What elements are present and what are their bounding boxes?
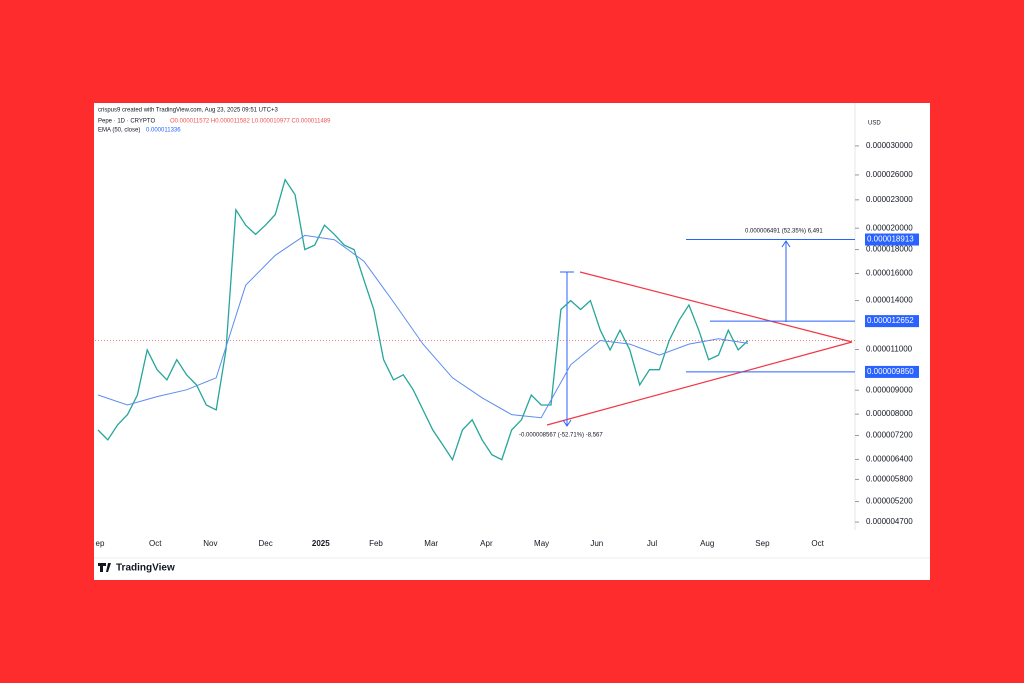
y-tick-label: 0.000018000 [866, 245, 913, 254]
y-tick-label: 0.000008000 [866, 409, 913, 418]
level-box [865, 315, 919, 328]
x-tick-label: Dec [258, 539, 272, 548]
annotation: -0.000008567 (-52.71%) -8,567 [519, 433, 603, 439]
brand: TradingView [116, 563, 175, 574]
x-tick-label: May [534, 539, 549, 548]
y-tick-label: 0.000006400 [866, 455, 913, 464]
price-line [97, 178, 749, 462]
x-tick-label: Nov [203, 539, 217, 548]
level-label: 0.000018913 [867, 235, 914, 244]
target-arrow-head [781, 240, 791, 248]
x-tick-label: Feb [369, 539, 383, 548]
annotation: 0.000006491 (52.35%) 6,491 [745, 229, 823, 235]
y-tick-label: 0.000030000 [866, 141, 913, 150]
ema-value: 0.000011336 [146, 128, 181, 134]
y-tick-label: 0.000020000 [866, 223, 913, 232]
currency: USD [868, 121, 881, 127]
y-tick-label: 0.000005200 [866, 497, 913, 506]
x-tick-label: Apr [480, 539, 493, 548]
credit: crispus9 created with TradingView.com, A… [98, 108, 278, 114]
brand-logo [98, 563, 111, 572]
x-tick-label: Oct [149, 539, 162, 548]
symbol: Pepe · 1D · CRYPTO [98, 119, 155, 125]
y-tick-label: 0.000014000 [866, 296, 913, 305]
ema-label: EMA (50, close) [98, 128, 140, 134]
chart-card [94, 103, 930, 580]
level-box [865, 365, 919, 378]
y-tick-label: 0.000016000 [866, 269, 913, 278]
level-label: 0.000012652 [867, 316, 914, 325]
x-tick-label: Jul [647, 539, 657, 548]
triangle-lower [546, 341, 853, 426]
y-tick-label: 0.000026000 [866, 170, 913, 179]
x-tick-label: ep [96, 539, 105, 548]
y-tick-label: 0.000009000 [866, 385, 913, 394]
x-tick-label: Sep [755, 539, 770, 548]
x-tick-label: Mar [424, 539, 438, 548]
y-tick-label: 0.000007200 [866, 431, 913, 440]
level-label: 0.000009850 [867, 367, 914, 376]
ohlc: O0.000011572 H0.000011582 L0.000010977 C… [170, 119, 331, 125]
level-box [865, 233, 919, 246]
y-tick-label: 0.000011000 [866, 345, 913, 354]
x-tick-label: Oct [811, 539, 824, 548]
x-tick-label: 2025 [312, 539, 330, 548]
triangle-upper [579, 271, 853, 343]
x-tick-label: Jun [590, 539, 603, 548]
ema-line [97, 234, 749, 419]
measure-arrow [562, 419, 572, 427]
x-tick-label: Aug [700, 539, 714, 548]
y-tick-label: 0.000023000 [866, 195, 913, 204]
y-tick-label: 0.000005800 [866, 475, 913, 484]
y-tick-label: 0.000004700 [866, 517, 913, 526]
